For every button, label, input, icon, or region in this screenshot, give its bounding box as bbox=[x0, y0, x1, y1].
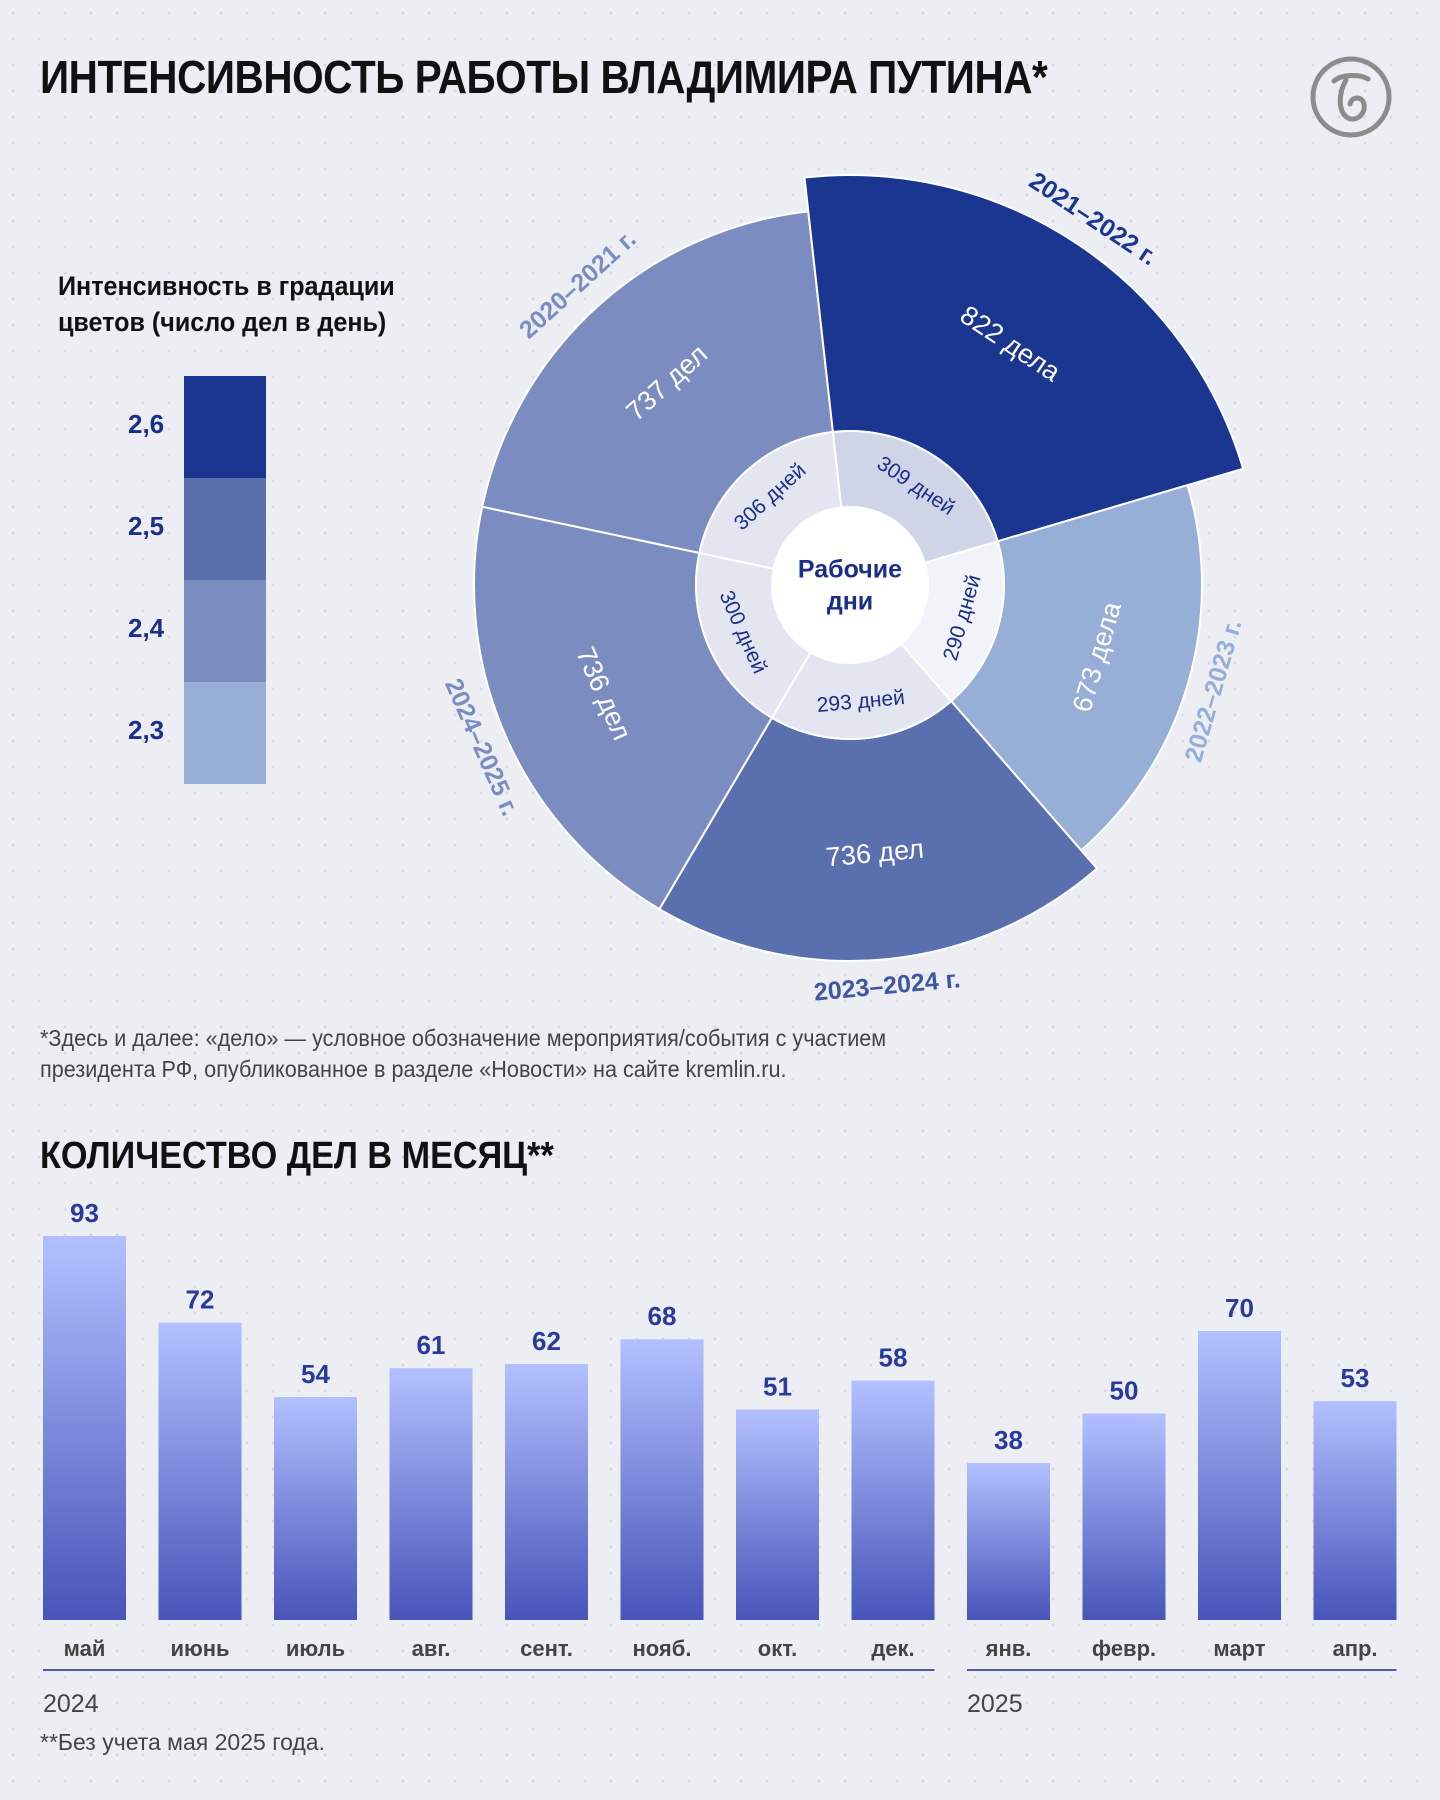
bar-value-label: 61 bbox=[417, 1330, 446, 1360]
bar bbox=[967, 1463, 1050, 1620]
footnote-2: **Без учета мая 2025 года. bbox=[40, 1729, 325, 1755]
month-label: июль bbox=[286, 1636, 345, 1661]
page-title: ИНТЕНСИВНОСТЬ РАБОТЫ ВЛАДИМИРА ПУТИНА* bbox=[40, 51, 1048, 103]
scale-cell-level-1 bbox=[184, 376, 266, 478]
scale-cell-level-3 bbox=[184, 580, 266, 682]
donut-inner-segment bbox=[831, 430, 999, 565]
bar bbox=[505, 1364, 588, 1620]
bar bbox=[1082, 1413, 1166, 1620]
month-label: нояб. bbox=[633, 1636, 692, 1661]
bar-value-label: 53 bbox=[1341, 1363, 1370, 1393]
bar-value-label: 38 bbox=[994, 1425, 1023, 1455]
legend-title-line2: цветов (число дел в день) bbox=[58, 307, 387, 337]
scale-label: 2,6 bbox=[128, 409, 165, 439]
color-scale bbox=[184, 376, 266, 784]
bar-value-label: 51 bbox=[763, 1371, 792, 1401]
center-label: Рабочие bbox=[798, 556, 902, 584]
season-label: 2023–2024 г. bbox=[813, 965, 962, 1006]
bar bbox=[389, 1368, 473, 1620]
month-label: апр. bbox=[1332, 1636, 1377, 1661]
monthly-chart-title: КОЛИЧЕСТВО ДЕЛ В МЕСЯЦ** bbox=[40, 1135, 554, 1177]
bar-value-label: 68 bbox=[648, 1301, 677, 1331]
bar bbox=[158, 1322, 242, 1620]
footnote-line2: президента РФ, опубликованное в разделе … bbox=[40, 1056, 787, 1082]
month-label: окт. bbox=[758, 1636, 797, 1661]
month-label: март bbox=[1213, 1636, 1265, 1661]
bar bbox=[43, 1236, 126, 1620]
scale-cell-level-4 bbox=[184, 682, 266, 784]
legend-title-line1: Интенсивность в градации bbox=[58, 271, 395, 301]
scale-label: 2,3 bbox=[128, 715, 165, 745]
donut-center bbox=[772, 507, 928, 663]
center-label: дни bbox=[827, 588, 873, 616]
bar bbox=[1198, 1330, 1281, 1620]
footnote-line1: *Здесь и далее: «дело» — условное обозна… bbox=[40, 1025, 887, 1051]
year-label: 2024 bbox=[43, 1690, 99, 1718]
bar bbox=[851, 1380, 935, 1620]
month-label: май bbox=[64, 1636, 106, 1661]
bar-value-label: 62 bbox=[532, 1326, 561, 1356]
bar-value-label: 50 bbox=[1110, 1376, 1139, 1406]
bar-value-label: 72 bbox=[186, 1285, 215, 1315]
monthly-bar-chart: 93 май 72 июнь 54 июль 61 авг. 62 сент. 68 нояб. 51 о… bbox=[43, 1198, 1397, 1718]
bar-value-label: 70 bbox=[1225, 1293, 1254, 1323]
scale-label: 2,4 bbox=[128, 613, 165, 643]
year-label: 2025 bbox=[967, 1690, 1023, 1718]
month-label: дек. bbox=[871, 1636, 914, 1661]
month-label: янв. bbox=[985, 1636, 1032, 1661]
footnote: *Здесь и далее: «дело» — условное обозна… bbox=[40, 1023, 886, 1085]
month-label: сент. bbox=[520, 1636, 573, 1661]
bar-value-label: 58 bbox=[879, 1343, 908, 1373]
legend-title: Интенсивность в градации цветов (число д… bbox=[58, 268, 395, 340]
month-label: июнь bbox=[170, 1636, 229, 1661]
bar bbox=[1313, 1401, 1397, 1620]
bar bbox=[620, 1339, 704, 1620]
publisher-logo bbox=[1310, 56, 1392, 138]
month-label: авг. bbox=[412, 1636, 451, 1661]
bar-value-label: 93 bbox=[70, 1198, 99, 1228]
month-label: февр. bbox=[1092, 1636, 1156, 1661]
scale-cell-level-2 bbox=[184, 478, 266, 580]
bar bbox=[736, 1409, 819, 1620]
bar-value-label: 54 bbox=[301, 1359, 330, 1389]
scale-label: 2,5 bbox=[128, 511, 165, 541]
bar bbox=[274, 1397, 357, 1620]
